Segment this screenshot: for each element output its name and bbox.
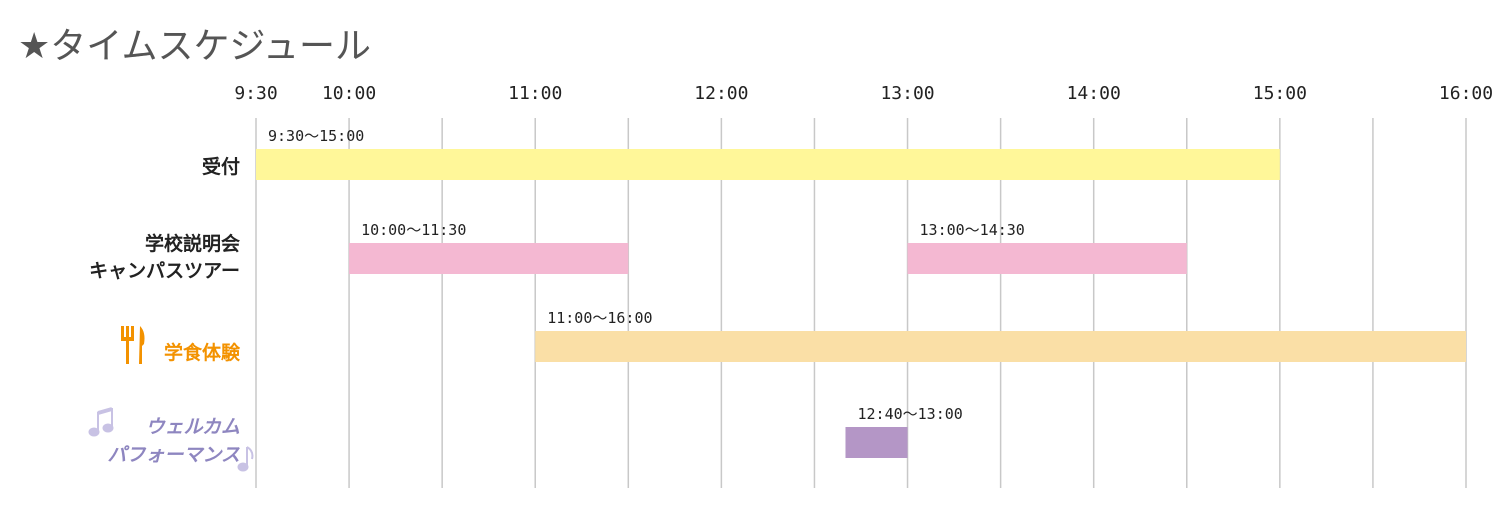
category-label: 学食体験	[164, 341, 241, 364]
chart-title: ★タイムスケジュール	[18, 26, 371, 67]
bar-time-label: 12:40〜13:00	[857, 405, 962, 423]
bar-labels: 9:30〜15:00 10:00〜11:30 13:00〜14:30 11:00〜16…	[268, 127, 1025, 423]
fork-knife-icon	[121, 326, 145, 364]
bar-time-label: 13:00〜14:30	[920, 221, 1025, 239]
schedule-bar	[256, 149, 1280, 180]
schedule-bar	[845, 427, 908, 458]
tick-label: 13:00	[880, 83, 934, 104]
category-label: キャンパスツアー	[89, 260, 240, 282]
bar-time-label: 9:30〜15:00	[268, 127, 364, 145]
bar-time-label: 11:00〜16:00	[547, 309, 652, 327]
tick-label: 10:00	[322, 83, 376, 104]
bars-group	[256, 149, 1466, 458]
schedule-bar	[907, 243, 1187, 274]
time-axis: 9:30 10:00 11:00 12:00 13:00 14:00 15:00 16:00	[234, 83, 1493, 104]
category-label: パフォーマンス	[107, 444, 240, 466]
category-label: 受付	[202, 155, 240, 178]
tick-label: 14:00	[1067, 83, 1121, 104]
music-note-icon	[88, 407, 114, 437]
tick-label: 15:00	[1253, 83, 1307, 104]
schedule-bar	[349, 243, 629, 274]
tick-label: 12:00	[694, 83, 748, 104]
bar-time-label: 10:00〜11:30	[361, 221, 466, 239]
schedule-bar	[535, 331, 1466, 362]
category-label: ウェルカム	[146, 416, 240, 438]
tick-label: 16:00	[1439, 83, 1493, 104]
category-label: 学校説明会	[145, 232, 240, 255]
tick-label: 9:30	[234, 83, 277, 104]
tick-label: 11:00	[508, 83, 562, 104]
music-note-icon	[237, 446, 254, 472]
